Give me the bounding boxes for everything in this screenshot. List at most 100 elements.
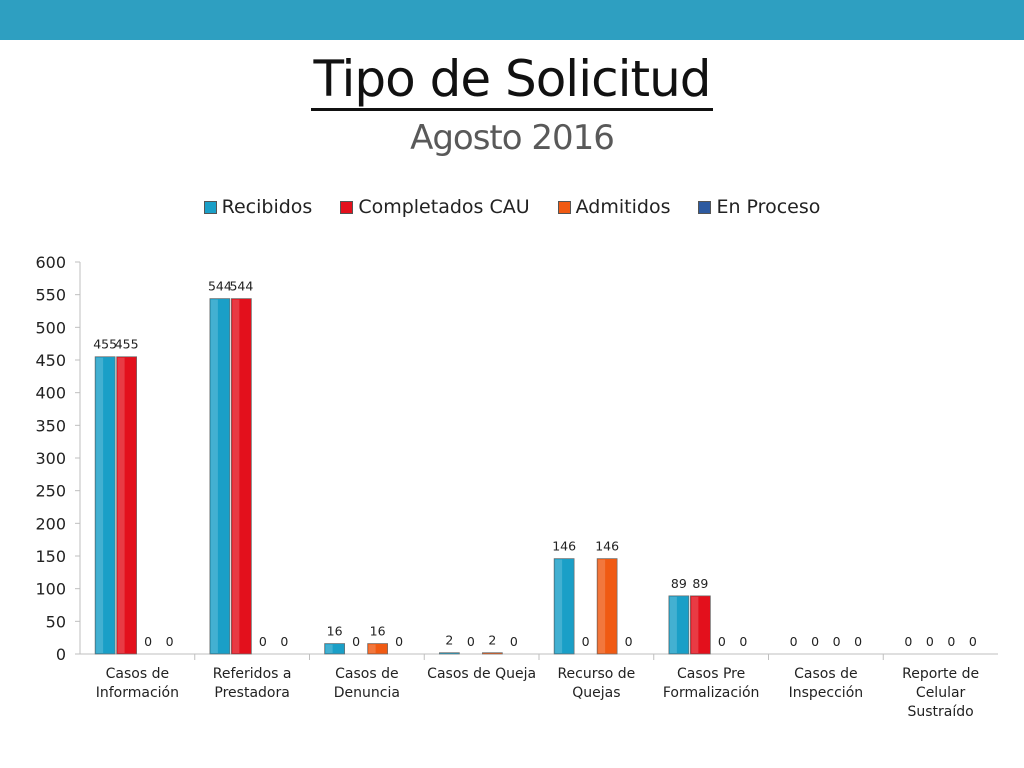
data-label-recibidos: 146 [552,539,576,554]
data-label-completados-cau: 0 [582,634,590,649]
x-category-label: Casos de Queja [427,666,536,682]
data-label-admitidos: 0 [833,634,841,649]
data-label-completados-cau: 0 [352,634,360,649]
data-label-completados-cau: 89 [692,576,708,591]
legend-item-admitidos: Admitidos [557,196,671,218]
y-tick-label: 100 [35,580,66,599]
y-tick-label: 0 [56,645,66,664]
x-category-label: Sustraído [908,704,974,720]
header-bar [0,0,1024,40]
data-label-admitidos: 0 [144,634,152,649]
legend-item-en-proceso: En Proceso [698,196,820,218]
y-tick-label: 150 [35,547,66,566]
legend-swatch-admitidos [557,200,571,214]
bar-chart: 0501001502002503003504004505005506004554… [35,253,998,720]
legend-label-admitidos: Admitidos [575,196,671,218]
y-tick-label: 450 [35,351,66,370]
bar-completados-cau [690,595,711,655]
data-label-recibidos: 0 [904,634,912,649]
data-label-admitidos: 0 [259,634,267,649]
data-label-admitidos: 16 [370,624,386,639]
x-category-label: Celular [916,685,966,701]
y-tick-label: 350 [35,416,66,435]
y-tick-label: 300 [35,449,66,468]
slide-title: Tipo de Solicitud [0,50,1024,111]
bar-completados-cau [231,298,252,655]
data-label-en-proceso: 0 [739,634,747,649]
data-label-recibidos: 16 [327,624,343,639]
x-category-label: Inspección [789,685,864,701]
y-tick-label: 600 [35,253,66,272]
bar-highlight [669,596,677,653]
legend-swatch-en-proceso [698,200,712,214]
data-label-admitidos: 0 [718,634,726,649]
data-label-completados-cau: 455 [115,337,139,352]
bar-highlight [691,596,699,653]
x-category-label: Recurso de [557,666,635,682]
slide-subtitle: Agosto 2016 [410,118,615,158]
data-label-en-proceso: 0 [280,634,288,649]
bar-admitidos [482,652,503,655]
y-tick-label: 550 [35,286,66,305]
bar-highlight [555,559,563,653]
bar-highlight [117,357,125,653]
x-category-label: Casos de [106,666,169,682]
data-label-en-proceso: 0 [854,634,862,649]
bar-recibidos [209,298,231,655]
bar-highlight [368,644,376,653]
x-category-label: Formalización [663,685,760,701]
data-label-en-proceso: 0 [969,634,977,649]
bar-highlight [232,299,240,653]
data-label-completados-cau: 0 [926,634,934,649]
x-category-label: Denuncia [334,685,400,701]
bar-completados-cau [116,356,137,655]
x-category-label: Reporte de [902,666,979,682]
bar-recibidos [439,652,460,655]
bar-highlight [598,559,606,653]
bar-admitidos [367,643,388,655]
data-label-en-proceso: 0 [510,634,518,649]
y-tick-label: 200 [35,514,66,533]
bar-admitidos [596,558,618,655]
data-label-en-proceso: 0 [395,634,403,649]
data-label-admitidos: 2 [488,633,496,648]
legend-label-recibidos: Recibidos [221,196,313,218]
bar-highlight [96,357,104,653]
x-category-label: Referidos a [213,666,292,682]
bar-highlight [325,644,333,653]
x-category-label: Casos de [794,666,857,682]
bar-recibidos [324,643,345,655]
data-label-en-proceso: 0 [166,634,174,649]
data-label-completados-cau: 0 [811,634,819,649]
y-tick-label: 50 [46,612,66,631]
data-label-recibidos: 544 [208,279,232,294]
data-label-admitidos: 146 [595,539,619,554]
legend-label-en-proceso: En Proceso [716,196,821,218]
bar-highlight [210,299,218,653]
y-tick-label: 250 [35,482,66,501]
legend-item-recibidos: Recibidos [203,196,313,218]
x-category-label: Casos de [335,666,398,682]
data-label-en-proceso: 0 [625,634,633,649]
data-label-recibidos: 2 [445,633,453,648]
x-category-label: Casos Pre [677,666,745,682]
bar-recibidos [553,558,575,655]
chart-legend: Recibidos Completados CAU Admitidos En P… [0,196,1024,218]
data-label-admitidos: 0 [947,634,955,649]
legend-swatch-completados [340,200,354,214]
data-label-completados-cau: 544 [229,279,253,294]
x-category-label: Información [96,685,179,701]
x-category-label: Prestadora [214,685,289,701]
x-category-label: Quejas [572,685,620,701]
data-label-recibidos: 455 [93,337,117,352]
legend-item-completados: Completados CAU [340,196,530,218]
data-label-recibidos: 0 [790,634,798,649]
data-label-completados-cau: 0 [467,634,475,649]
y-tick-label: 400 [35,384,66,403]
legend-label-completados: Completados CAU [358,196,530,218]
y-tick-label: 500 [35,318,66,337]
bar-recibidos [668,595,690,655]
bar-recibidos [94,356,116,655]
legend-swatch-recibidos [203,200,217,214]
data-label-recibidos: 89 [671,576,687,591]
